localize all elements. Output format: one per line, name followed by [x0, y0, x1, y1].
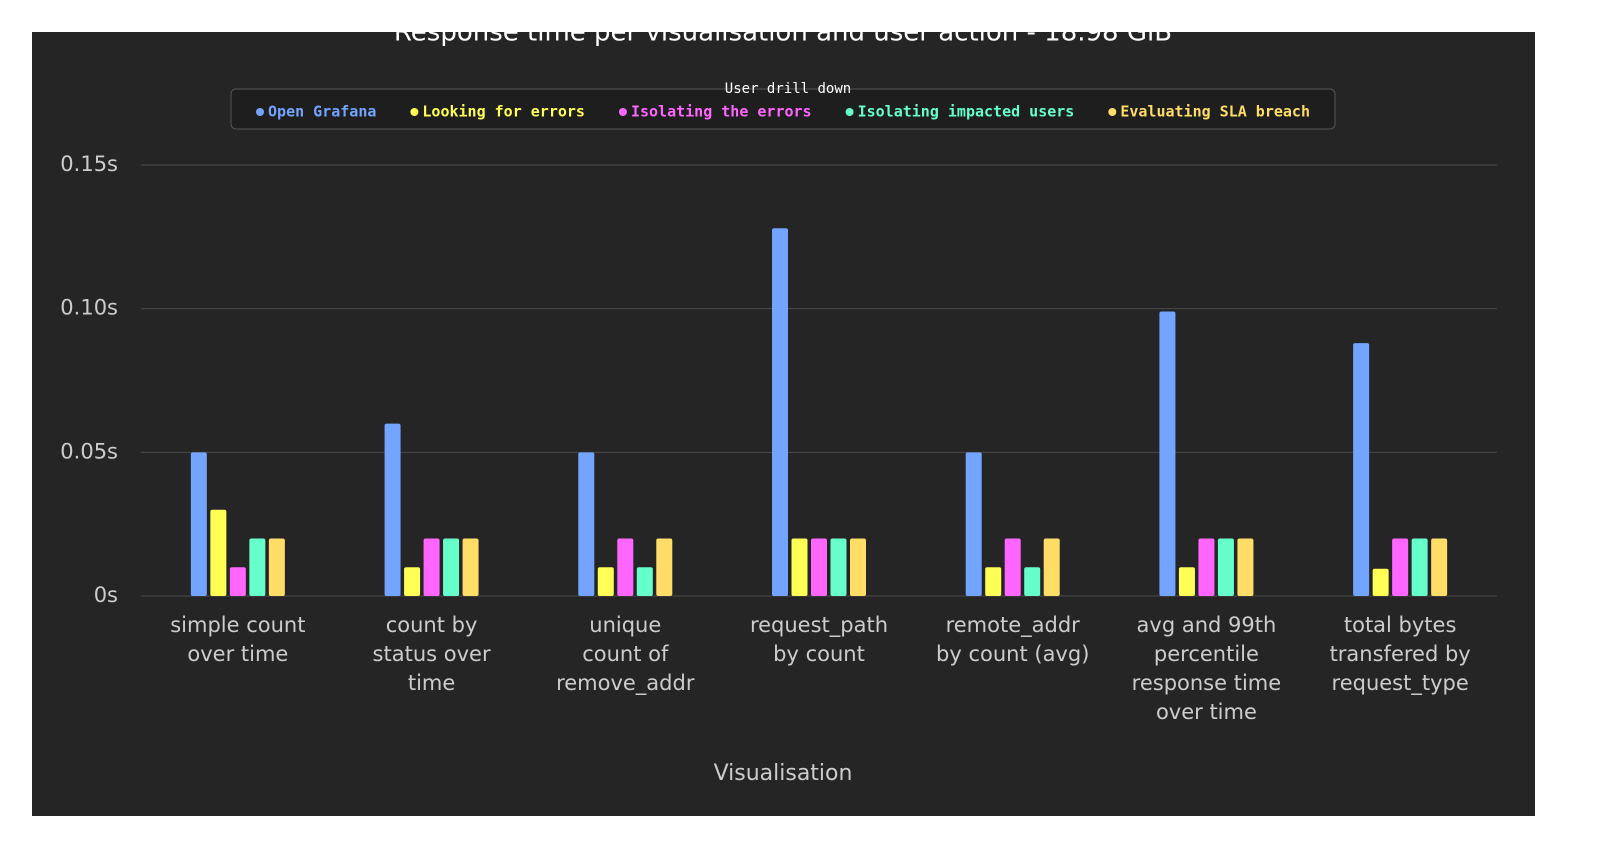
x-tick-label: count by status over time — [373, 613, 491, 695]
legend-label: Isolating the errors — [631, 103, 812, 121]
bar — [578, 452, 595, 596]
legend-box — [230, 88, 1336, 130]
bar — [1237, 538, 1254, 596]
bar — [423, 538, 440, 596]
bar — [1353, 343, 1370, 596]
legend-label: Open Grafana — [268, 103, 376, 121]
bar — [830, 538, 847, 596]
bar — [1043, 538, 1060, 596]
legend-title: User drill down — [725, 81, 851, 97]
legend-marker — [1108, 108, 1117, 116]
bar — [229, 567, 246, 596]
legend-marker — [618, 108, 627, 116]
bar — [597, 567, 614, 596]
x-tick-label: unique count of remove_addr — [556, 613, 695, 696]
legend-marker — [410, 108, 419, 116]
bar — [190, 452, 207, 596]
y-tick-label: 0.10s — [60, 296, 118, 320]
bar — [1431, 538, 1448, 596]
bar — [384, 423, 401, 596]
bar — [1411, 538, 1428, 596]
x-tick-label: avg and 99th percentile response time over … — [1132, 613, 1282, 724]
chart-title: Response time per visualisation and user… — [394, 18, 1172, 48]
bar — [1217, 538, 1234, 596]
y-tick-label: 0s — [94, 583, 118, 607]
bar — [404, 567, 421, 596]
bar — [791, 538, 808, 596]
x-tick-label: remote_addr by count (avg) — [936, 613, 1089, 666]
bar — [210, 509, 227, 596]
bar — [1004, 538, 1021, 596]
bar — [617, 538, 634, 596]
bar — [443, 538, 460, 596]
bar — [656, 538, 673, 596]
legend-label: Looking for errors — [422, 103, 585, 121]
bar — [1159, 311, 1176, 596]
bar — [985, 567, 1002, 596]
bar — [1024, 567, 1041, 596]
x-tick-label: request_path by count — [750, 613, 888, 666]
bar — [772, 228, 788, 597]
x-tick-label: simple count over time — [170, 613, 305, 666]
legend-marker — [845, 108, 854, 116]
legend-marker — [256, 108, 265, 116]
x-axis-label: Visualisation — [714, 761, 853, 786]
bar — [462, 538, 479, 596]
bar — [1372, 568, 1389, 596]
bar — [249, 538, 266, 596]
x-tick-label: total bytes transfered by request_type — [1330, 613, 1471, 696]
bar — [965, 452, 982, 596]
bar — [1198, 538, 1215, 596]
legend-label: Isolating impacted users — [858, 103, 1075, 121]
bar — [1178, 567, 1195, 596]
bar — [811, 538, 827, 596]
bar — [636, 567, 653, 596]
y-tick-label: 0.15s — [60, 152, 118, 176]
bar — [1392, 538, 1409, 596]
legend-label: Evaluating SLA breach — [1120, 103, 1310, 121]
y-tick-label: 0.05s — [60, 439, 118, 463]
bar — [850, 538, 866, 596]
bar — [268, 538, 285, 596]
